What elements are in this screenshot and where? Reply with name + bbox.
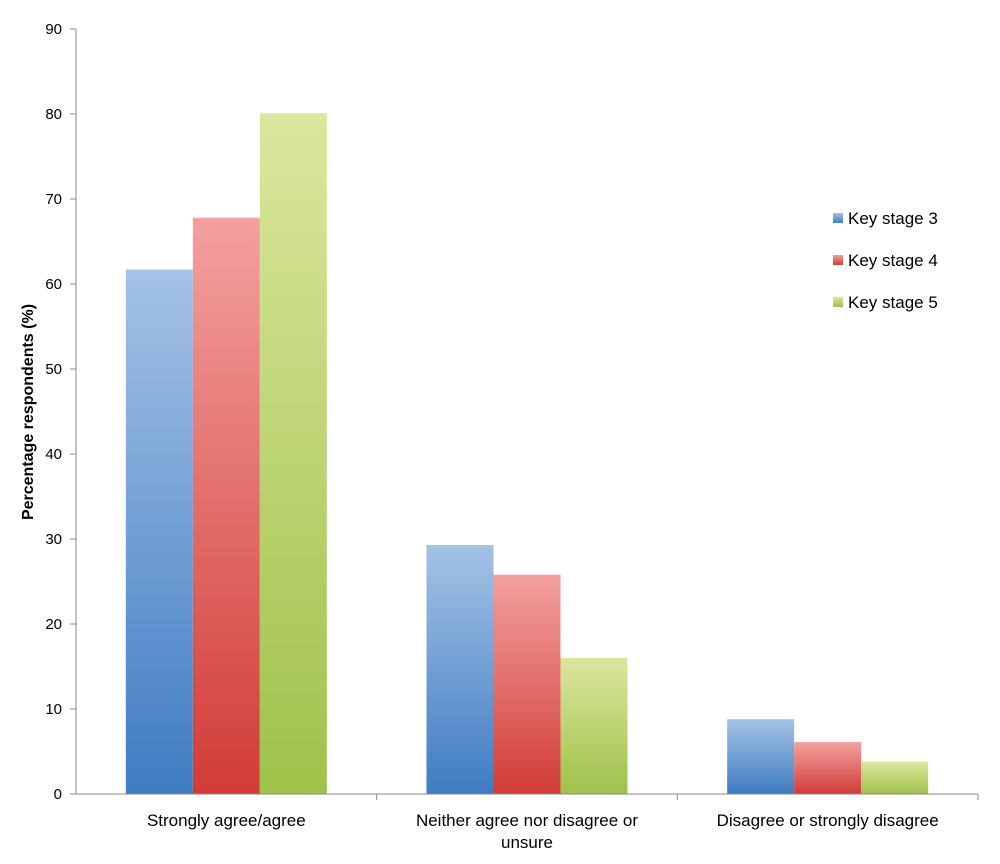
bars-group — [125, 113, 979, 800]
bar — [125, 269, 193, 794]
category-labels-group: Strongly agree/agree Neither agree nor di… — [147, 811, 939, 852]
bar — [426, 544, 494, 794]
y-tick-label: 50 — [45, 361, 62, 378]
legend-label: Key stage 4 — [848, 251, 938, 270]
y-tick-label: 0 — [54, 786, 62, 803]
bar — [192, 217, 260, 794]
legend-swatch — [833, 255, 843, 265]
bar — [861, 761, 929, 794]
legend-swatch — [833, 297, 843, 307]
y-tick-label: 70 — [45, 191, 62, 208]
y-tick-label: 90 — [45, 21, 62, 38]
bar — [794, 742, 862, 794]
y-tick-label: 60 — [45, 276, 62, 293]
legend-swatch — [833, 213, 843, 223]
y-tick-label: 80 — [45, 106, 62, 123]
y-ticks-group: 0 10 20 30 40 50 60 70 80 90 — [45, 21, 76, 803]
y-tick-label: 10 — [45, 701, 62, 718]
category-label: unsure — [501, 833, 553, 852]
legend-label: Key stage 5 — [848, 293, 938, 312]
bar — [560, 658, 628, 794]
bar — [493, 574, 561, 794]
bar — [259, 113, 327, 794]
bar — [727, 719, 795, 794]
category-label: Neither agree nor disagree or — [416, 811, 638, 830]
category-label: Strongly agree/agree — [147, 811, 306, 830]
y-axis-title: Percentage respondents (%) — [20, 304, 37, 520]
legend-label: Key stage 3 — [848, 209, 938, 228]
legend: Key stage 3 Key stage 4 Key stage 5 — [833, 209, 938, 312]
y-tick-label: 30 — [45, 531, 62, 548]
y-tick-label: 20 — [45, 616, 62, 633]
category-label: Disagree or strongly disagree — [717, 811, 939, 830]
y-tick-label: 40 — [45, 446, 62, 463]
